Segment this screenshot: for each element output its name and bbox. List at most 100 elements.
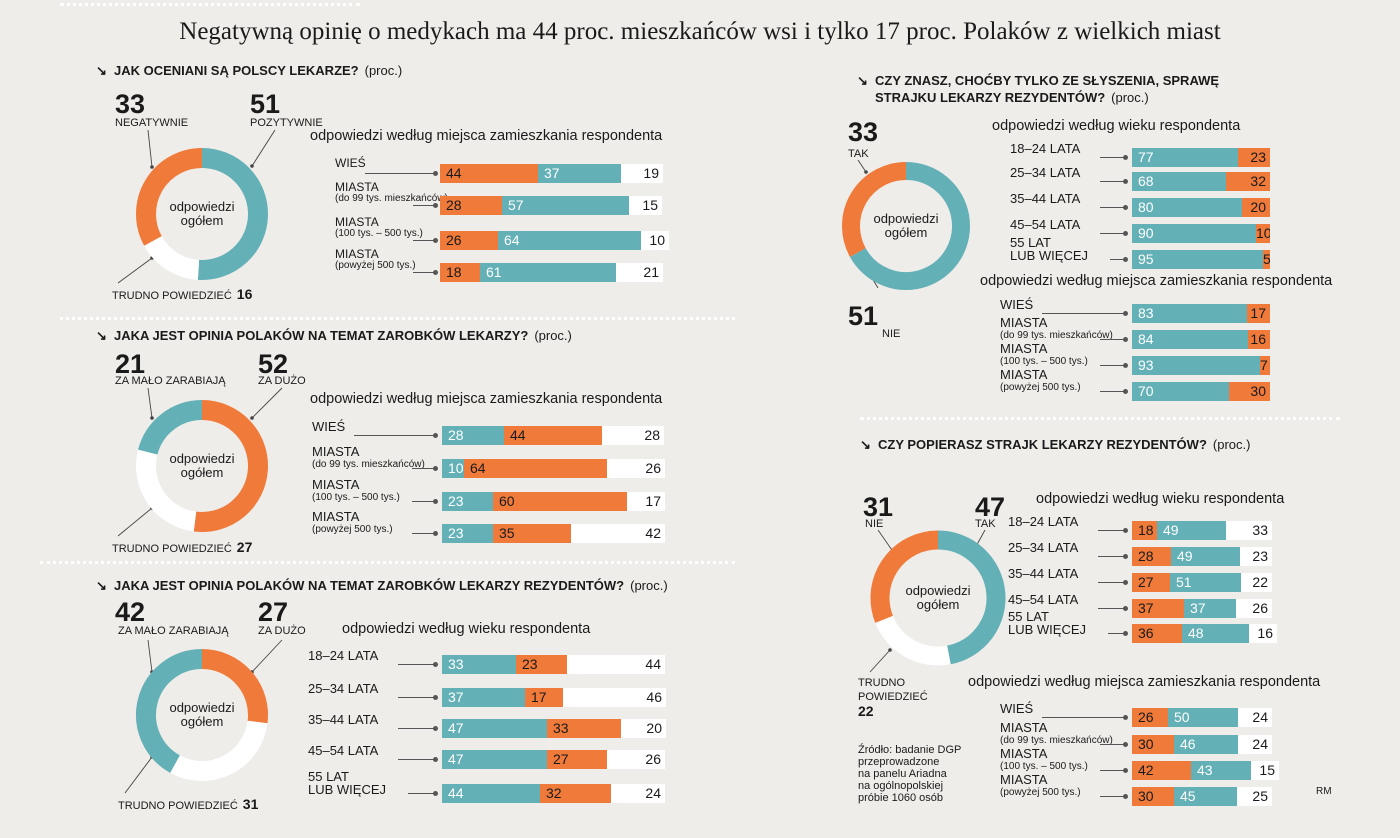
tp-label: TRUDNO POWIEDZIEĆ bbox=[112, 290, 232, 302]
unit-label: (proc.) bbox=[630, 578, 668, 593]
center-label-line1: odpowiedzi bbox=[873, 211, 939, 226]
row-label-main: 55 LAT bbox=[308, 769, 349, 784]
row-leader bbox=[1098, 528, 1128, 533]
donut-slice-white bbox=[875, 615, 951, 666]
row-leader bbox=[408, 791, 438, 796]
bar-segment-tl: 47 bbox=[442, 719, 547, 738]
row-label: MIASTA (do 99 tys. mieszkańców) bbox=[335, 180, 448, 204]
row-leader bbox=[1042, 715, 1128, 720]
bar-segment-or: 37 bbox=[1132, 599, 1184, 618]
row-label-sub: (100 tys. – 500 tys.) bbox=[1000, 761, 1088, 772]
big-number-label-a: NIE bbox=[865, 518, 884, 530]
trudno-powiedziec: TRUDNO POWIEDZIEĆ 22 bbox=[858, 676, 928, 720]
big-number-a: 31 bbox=[863, 492, 894, 522]
row-label: 45–54 LATA bbox=[308, 744, 378, 757]
bar-segment-or: 28 bbox=[1132, 547, 1171, 566]
bar-segment-or: 30 bbox=[1132, 787, 1174, 806]
bar-segment-tl: 49 bbox=[1171, 547, 1240, 566]
bar-segment-tl: 37 bbox=[538, 164, 621, 183]
row-label-main: 45–54 LATA bbox=[1008, 592, 1079, 607]
divider bbox=[860, 417, 1340, 420]
donut-slice-teal bbox=[937, 530, 1006, 665]
row-leader bbox=[398, 757, 438, 762]
row-label-main: 35–44 LATA bbox=[1010, 191, 1081, 206]
bar-segment-tl: 51 bbox=[1170, 573, 1241, 592]
big-number-label-a: NEGATYWNIE bbox=[115, 117, 189, 129]
row-label: MIASTA (100 tys. – 500 tys.) bbox=[312, 478, 400, 504]
big-number-label-b: NIE bbox=[882, 328, 901, 340]
bar-segment-wh: 22 bbox=[1241, 573, 1272, 592]
section-title: ↘ JAK OCENIANI SĄ POLSCY LEKARZE? (proc.) bbox=[96, 62, 402, 79]
section-title-text-2: STRAJKU LEKARZY REZYDENTÓW? bbox=[875, 90, 1106, 105]
row-label: WIEŚ bbox=[1000, 702, 1033, 715]
row-leader bbox=[1100, 389, 1128, 394]
donut-slice-white bbox=[144, 235, 200, 280]
bar-segment-or: 44 bbox=[504, 426, 602, 445]
center-label-line1: odpowiedzi bbox=[169, 451, 235, 466]
row-label: WIEŚ bbox=[312, 420, 345, 433]
bar-segment-wh: 17 bbox=[627, 492, 665, 511]
big-number-b: 51 bbox=[848, 301, 879, 331]
bar-segment-or: 5 bbox=[1263, 250, 1270, 269]
donut-chart bbox=[136, 400, 268, 532]
row-leader bbox=[1100, 742, 1128, 747]
tp-label: TRUDNO POWIEDZIEĆ bbox=[118, 800, 238, 812]
bar-segment-tl: 45 bbox=[1174, 787, 1237, 806]
bar-segment-wh: 10 bbox=[641, 231, 669, 250]
row-label-main: WIEŚ bbox=[312, 419, 346, 434]
bar-segment-tl: 37 bbox=[442, 688, 525, 707]
row-label: 55 LAT LUB WIĘCEJ bbox=[1010, 236, 1088, 262]
bar-segment-tl: 23 bbox=[442, 492, 493, 511]
bar-segment-wh: 24 bbox=[1238, 708, 1272, 727]
row-leader bbox=[413, 203, 438, 208]
donut-center-label: odpowiedzi ogółem bbox=[152, 200, 252, 228]
row-label-sub: LUB WIĘCEJ bbox=[1010, 248, 1089, 263]
bar-segment-or: 30 bbox=[1229, 382, 1270, 401]
row-label-main: 45–54 LATA bbox=[308, 743, 379, 758]
row-label-main: 35–44 LATA bbox=[1008, 566, 1079, 581]
bar-segment-tl: 47 bbox=[442, 750, 547, 769]
bar-segment-tl: 77 bbox=[1132, 148, 1238, 167]
donut-center-label: odpowiedzi ogółem bbox=[888, 584, 988, 612]
donut-center-label: odpowiedzi ogółem bbox=[856, 212, 956, 240]
bar-segment-or: 17 bbox=[1247, 304, 1270, 323]
row-label: MIASTA (100 tys. – 500 tys.) bbox=[1000, 747, 1088, 773]
bar-segment-or: 32 bbox=[1226, 172, 1270, 191]
bar-segment-tl: 23 bbox=[442, 524, 493, 543]
donut-slice-teal bbox=[849, 162, 970, 290]
tp-number: 27 bbox=[236, 539, 253, 555]
bar-segment-tl: 57 bbox=[502, 196, 629, 215]
row-label-main: MIASTA bbox=[312, 444, 360, 459]
row-label: MIASTA (do 99 tys. mieszkańców) bbox=[1000, 721, 1113, 747]
row-label: 45–54 LATA bbox=[1010, 218, 1080, 231]
bar-segment-wh: 42 bbox=[571, 524, 665, 543]
row-leader bbox=[1098, 580, 1128, 585]
bar-segment-wh: 21 bbox=[616, 263, 663, 282]
section-title-text: JAKA JEST OPINIA POLAKÓW NA TEMAT ZAROBK… bbox=[114, 578, 625, 593]
row-label: 25–34 LATA bbox=[308, 682, 378, 695]
divider bbox=[60, 3, 360, 6]
trudno-powiedziec: TRUDNO POWIEDZIEĆ 16 bbox=[112, 287, 252, 303]
row-leader bbox=[398, 695, 438, 700]
row-label-sub: (100 tys. – 500 tys.) bbox=[1000, 356, 1088, 367]
row-label: MIASTA (powyżej 500 tys.) bbox=[335, 248, 416, 271]
arrow-down-right-icon: ↘ bbox=[96, 63, 107, 78]
bar-segment-or: 7 bbox=[1260, 356, 1270, 375]
row-label: MIASTA (do 99 tys. mieszkańców) bbox=[1000, 316, 1113, 342]
row-label-main: 18–24 LATA bbox=[1008, 514, 1079, 529]
section-title-text: JAK OCENIANI SĄ POLSCY LEKARZE? bbox=[114, 63, 359, 78]
source-note: Źródło: badanie DGP przeprowadzone na pane… bbox=[858, 744, 962, 804]
row-leader bbox=[1100, 205, 1128, 210]
row-label-main: MIASTA bbox=[335, 180, 379, 194]
row-label-main: MIASTA bbox=[312, 509, 360, 524]
bar-segment-tl: 84 bbox=[1132, 330, 1248, 349]
subtitle: odpowiedzi według wieku respondenta bbox=[1036, 491, 1285, 507]
big-number-label-b: ZA DUŻO bbox=[258, 625, 306, 637]
bar-segment-wh: 23 bbox=[1240, 547, 1272, 566]
row-label: 18–24 LATA bbox=[1008, 515, 1078, 528]
bar-segment-tl: 10 bbox=[442, 459, 464, 478]
bar-segment-wh: 24 bbox=[611, 784, 665, 803]
row-label: MIASTA (100 tys. – 500 tys.) bbox=[1000, 342, 1088, 368]
bar-segment-tl: 80 bbox=[1132, 198, 1242, 217]
